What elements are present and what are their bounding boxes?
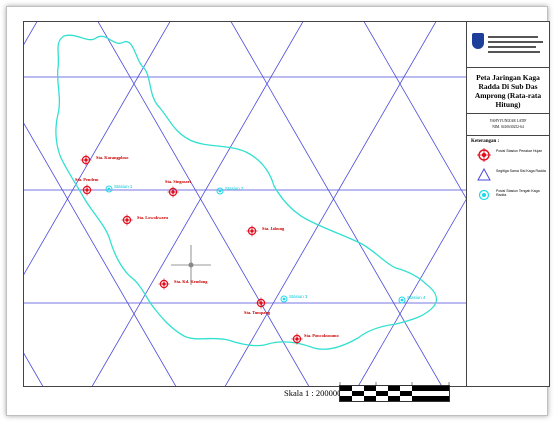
station-label-tumpang: Sta. Tumpang — [244, 310, 271, 315]
station-label-kebonagung: Sta. Kd. Kendong — [174, 279, 208, 284]
radar-point-titik2[interactable] — [216, 187, 224, 195]
logo-block — [467, 22, 549, 68]
station-label-jabung: Sta. Jabung — [262, 226, 285, 231]
station-label-karangploso: Sta. Karangploso — [96, 155, 129, 160]
station-marker-poncokusumo[interactable] — [291, 333, 303, 345]
triangle-symbol-icon — [477, 167, 491, 180]
station-marker-kebonagung[interactable] — [158, 278, 170, 290]
radar-point-label-titik3: Stasiun 3 — [289, 294, 308, 299]
map-title: Peta Jaringan Kaga Radda Di Sub Das Ampr… — [467, 68, 549, 114]
station-symbol-icon — [477, 147, 491, 162]
station-label-poncokusumo: Sta. Poncokusumo — [304, 333, 339, 338]
legend-text-station: Posisi Stasiun Penakar Hujan — [496, 148, 543, 153]
radar-point-label-titik4: Stasiun 4 — [407, 295, 426, 300]
station-marker-karangploso[interactable] — [80, 154, 92, 166]
station-marker-tumpang[interactable] — [255, 297, 267, 309]
triangle-grid — [24, 22, 467, 386]
station-label-singosari: Sta. Singosari — [165, 179, 191, 184]
scale-bar — [339, 382, 450, 402]
radar-point-titik1[interactable] — [105, 185, 113, 193]
author-block: YAHYYUNIZAR LATIF NIM. 0410630252-64 — [467, 114, 549, 136]
map-canvas — [24, 22, 467, 386]
legend-item-point: Posisi Stasiun Tengah Kaga Radda — [471, 187, 549, 207]
map-frame: Sta. Karangploso Sta. Pendem Sta. Singosar… — [23, 21, 468, 387]
station-marker-singosari[interactable] — [167, 186, 179, 198]
legend-item-triangle: Segitiga Sama Sisi Kaga Radda — [471, 167, 549, 187]
author-nim: NIM. 0410630252-64 — [492, 124, 524, 129]
legend-heading: Keterangan : — [471, 138, 500, 144]
point-symbol-icon — [478, 189, 490, 200]
station-marker-lowokwaru[interactable] — [121, 214, 133, 226]
author-name: YAHYYUNIZAR LATIF — [489, 119, 527, 123]
scale-label: Skala 1 : 200000 — [284, 388, 342, 398]
legend-item-station: Posisi Stasiun Penakar Hujan — [471, 147, 549, 167]
station-marker-pendem[interactable] — [81, 184, 93, 196]
radar-point-titik4[interactable] — [398, 296, 406, 304]
map-sheet: Sta. Karangploso Sta. Pendem Sta. Singosar… — [6, 6, 550, 416]
radar-point-label-titik2: Stasiun 2 — [225, 186, 244, 191]
station-label-pendem: Sta. Pendem — [75, 177, 99, 182]
crosshair-icon — [171, 245, 211, 285]
legend-panel: Peta Jaringan Kaga Radda Di Sub Das Ampr… — [466, 21, 550, 387]
radar-point-titik3[interactable] — [280, 295, 288, 303]
station-marker-jabung[interactable] — [246, 225, 258, 237]
university-logo-icon — [472, 33, 484, 49]
station-label-lowokwaru: Sta. Lowokwaru — [137, 215, 168, 220]
watershed-boundary — [55, 34, 438, 350]
legend-text-triangle: Segitiga Sama Sisi Kaga Radda — [496, 168, 546, 173]
radar-point-label-titik1: Stasiun 1 — [114, 184, 133, 189]
legend-text-point: Posisi Stasiun Tengah Kaga Radda — [496, 188, 540, 198]
